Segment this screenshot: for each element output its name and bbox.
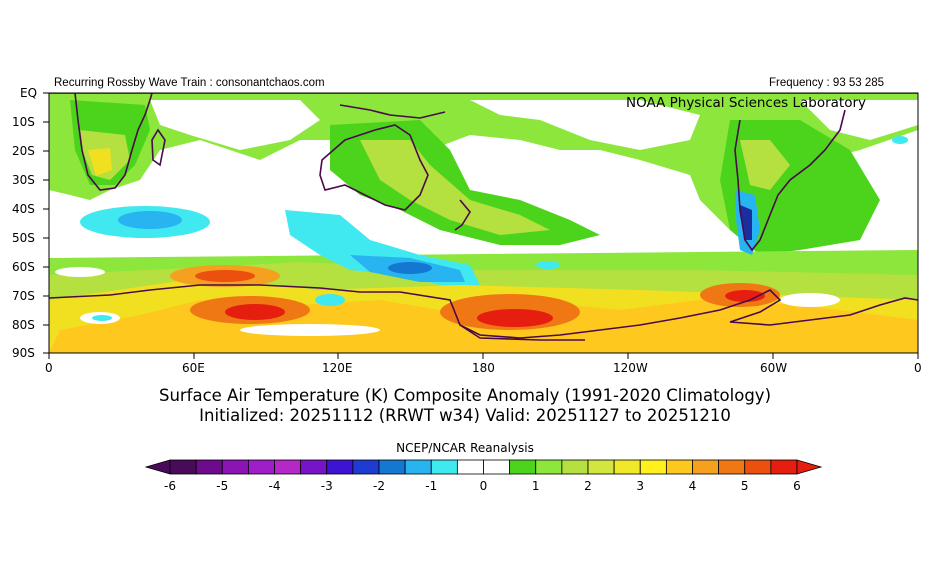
neutral-area [470, 100, 700, 150]
colorbar-tick-label: 0 [479, 479, 488, 493]
coast-south-america [734, 109, 846, 252]
neutral-area [150, 100, 320, 150]
colorbar-swatch [274, 459, 302, 475]
colorbar-swatch [221, 459, 249, 475]
lat-label: 60S [12, 260, 35, 274]
lon-label: 0 [45, 361, 53, 375]
warm-patch-south-america [740, 140, 790, 190]
colorbar-swatch [665, 459, 693, 475]
colorbar-swatch [770, 459, 798, 475]
colorbar-arrow-left [144, 459, 171, 475]
cold-spot [315, 294, 345, 306]
anomaly-fields [49, 93, 918, 353]
colorbar-swatch [247, 459, 275, 475]
hot-spot [725, 290, 765, 302]
lon-label: 0 [914, 361, 922, 375]
lat-ticks [43, 92, 49, 354]
colorbar-swatch [195, 459, 223, 475]
cold-spot [388, 262, 432, 274]
lon-label: 120E [322, 361, 353, 375]
map-title: Surface Air Temperature (K) Composite An… [158, 386, 772, 405]
colorbar-tick-label: 6 [793, 479, 801, 493]
colorbar-tick-label: 1 [531, 479, 540, 493]
lon-ticks [48, 353, 919, 359]
lat-label: 40S [12, 202, 35, 216]
lat-label: 20S [12, 144, 35, 158]
colorbar-tick-label: -4 [268, 479, 281, 493]
lat-label: 30S [12, 173, 35, 187]
colorbar [144, 459, 823, 475]
lon-label: 120W [613, 361, 648, 375]
hot-spot [195, 270, 255, 282]
warm-patch-australia [360, 140, 550, 235]
colorbar-tick-label: -1 [425, 479, 438, 493]
cold-spot [536, 261, 560, 269]
colorbar-tick-label: 2 [584, 479, 592, 493]
colorbar-tick-label: -2 [373, 479, 385, 493]
coastlines [49, 93, 918, 341]
lon-label: 60W [760, 361, 788, 375]
colorbar-swatch [378, 459, 406, 475]
colorbar-tick-label: 4 [688, 479, 697, 493]
colorbar-arrow-right [796, 459, 823, 475]
colorbar-swatch [300, 459, 328, 475]
colorbar-swatch [718, 459, 746, 475]
colorbar-swatch [404, 459, 432, 475]
colorbar-swatch [535, 459, 563, 475]
cold-spot [92, 315, 112, 321]
header-frequency-text: Frequency : 93 53 285 [769, 77, 885, 89]
colorbar-tick-label: -6 [164, 479, 176, 493]
colorbar-swatch [561, 459, 589, 475]
noaa-watermark: NOAA Physical Sciences Laboratory [626, 95, 867, 111]
coast-africa [74, 93, 153, 191]
lon-label: 60E [182, 361, 205, 375]
colorbar-swatch [169, 459, 197, 475]
cold-spot [892, 136, 908, 144]
colorbar-tick-label: 3 [636, 479, 645, 493]
colorbar-tick-label: -5 [216, 479, 229, 493]
lat-label: 10S [12, 115, 35, 129]
coast-indonesia [339, 104, 446, 119]
colorbar-swatch [692, 459, 720, 475]
coast-antarctica [49, 284, 918, 339]
colorbar-swatch [352, 459, 380, 475]
lat-label: 80S [12, 318, 35, 332]
neutral-area [240, 324, 380, 336]
lat-label: 70S [12, 289, 35, 303]
colorbar-swatch [326, 459, 354, 475]
lat-label: 50S [12, 231, 35, 245]
coast-madagascar [151, 128, 166, 167]
colorbar-swatch [613, 459, 641, 475]
hot-spot [477, 309, 553, 327]
coast-new-zealand [454, 199, 471, 231]
warm-patch-africa [88, 148, 112, 176]
colorbar-swatch [509, 459, 537, 475]
colorbar-tick-label: 5 [740, 479, 749, 493]
coast-antarctica [459, 324, 585, 341]
colorbar-tick-label: -3 [320, 479, 333, 493]
map-subtitle: Initialized: 20251112 (RRWT w34) Valid: … [199, 406, 731, 425]
lat-label: 90S [12, 346, 35, 360]
neutral-area [55, 267, 105, 277]
header-source-text: Recurring Rossby Wave Train : consonantc… [54, 77, 325, 89]
colorbar-swatch [483, 459, 511, 475]
colorbar-swatch [430, 459, 458, 475]
colorbar-swatch [639, 459, 667, 475]
neutral-area [800, 100, 918, 140]
lon-label: 180 [472, 361, 495, 375]
colorbar-swatch [587, 459, 615, 475]
colorbar-source: NCEP/NCAR Reanalysis [396, 441, 534, 455]
neutral-area [780, 293, 840, 307]
colorbar-swatch [744, 459, 772, 475]
lat-label: EQ [20, 86, 38, 100]
colorbar-swatch [456, 459, 484, 475]
hot-spot [225, 304, 285, 320]
cold-spot [118, 211, 182, 229]
coast-australia [319, 124, 429, 211]
